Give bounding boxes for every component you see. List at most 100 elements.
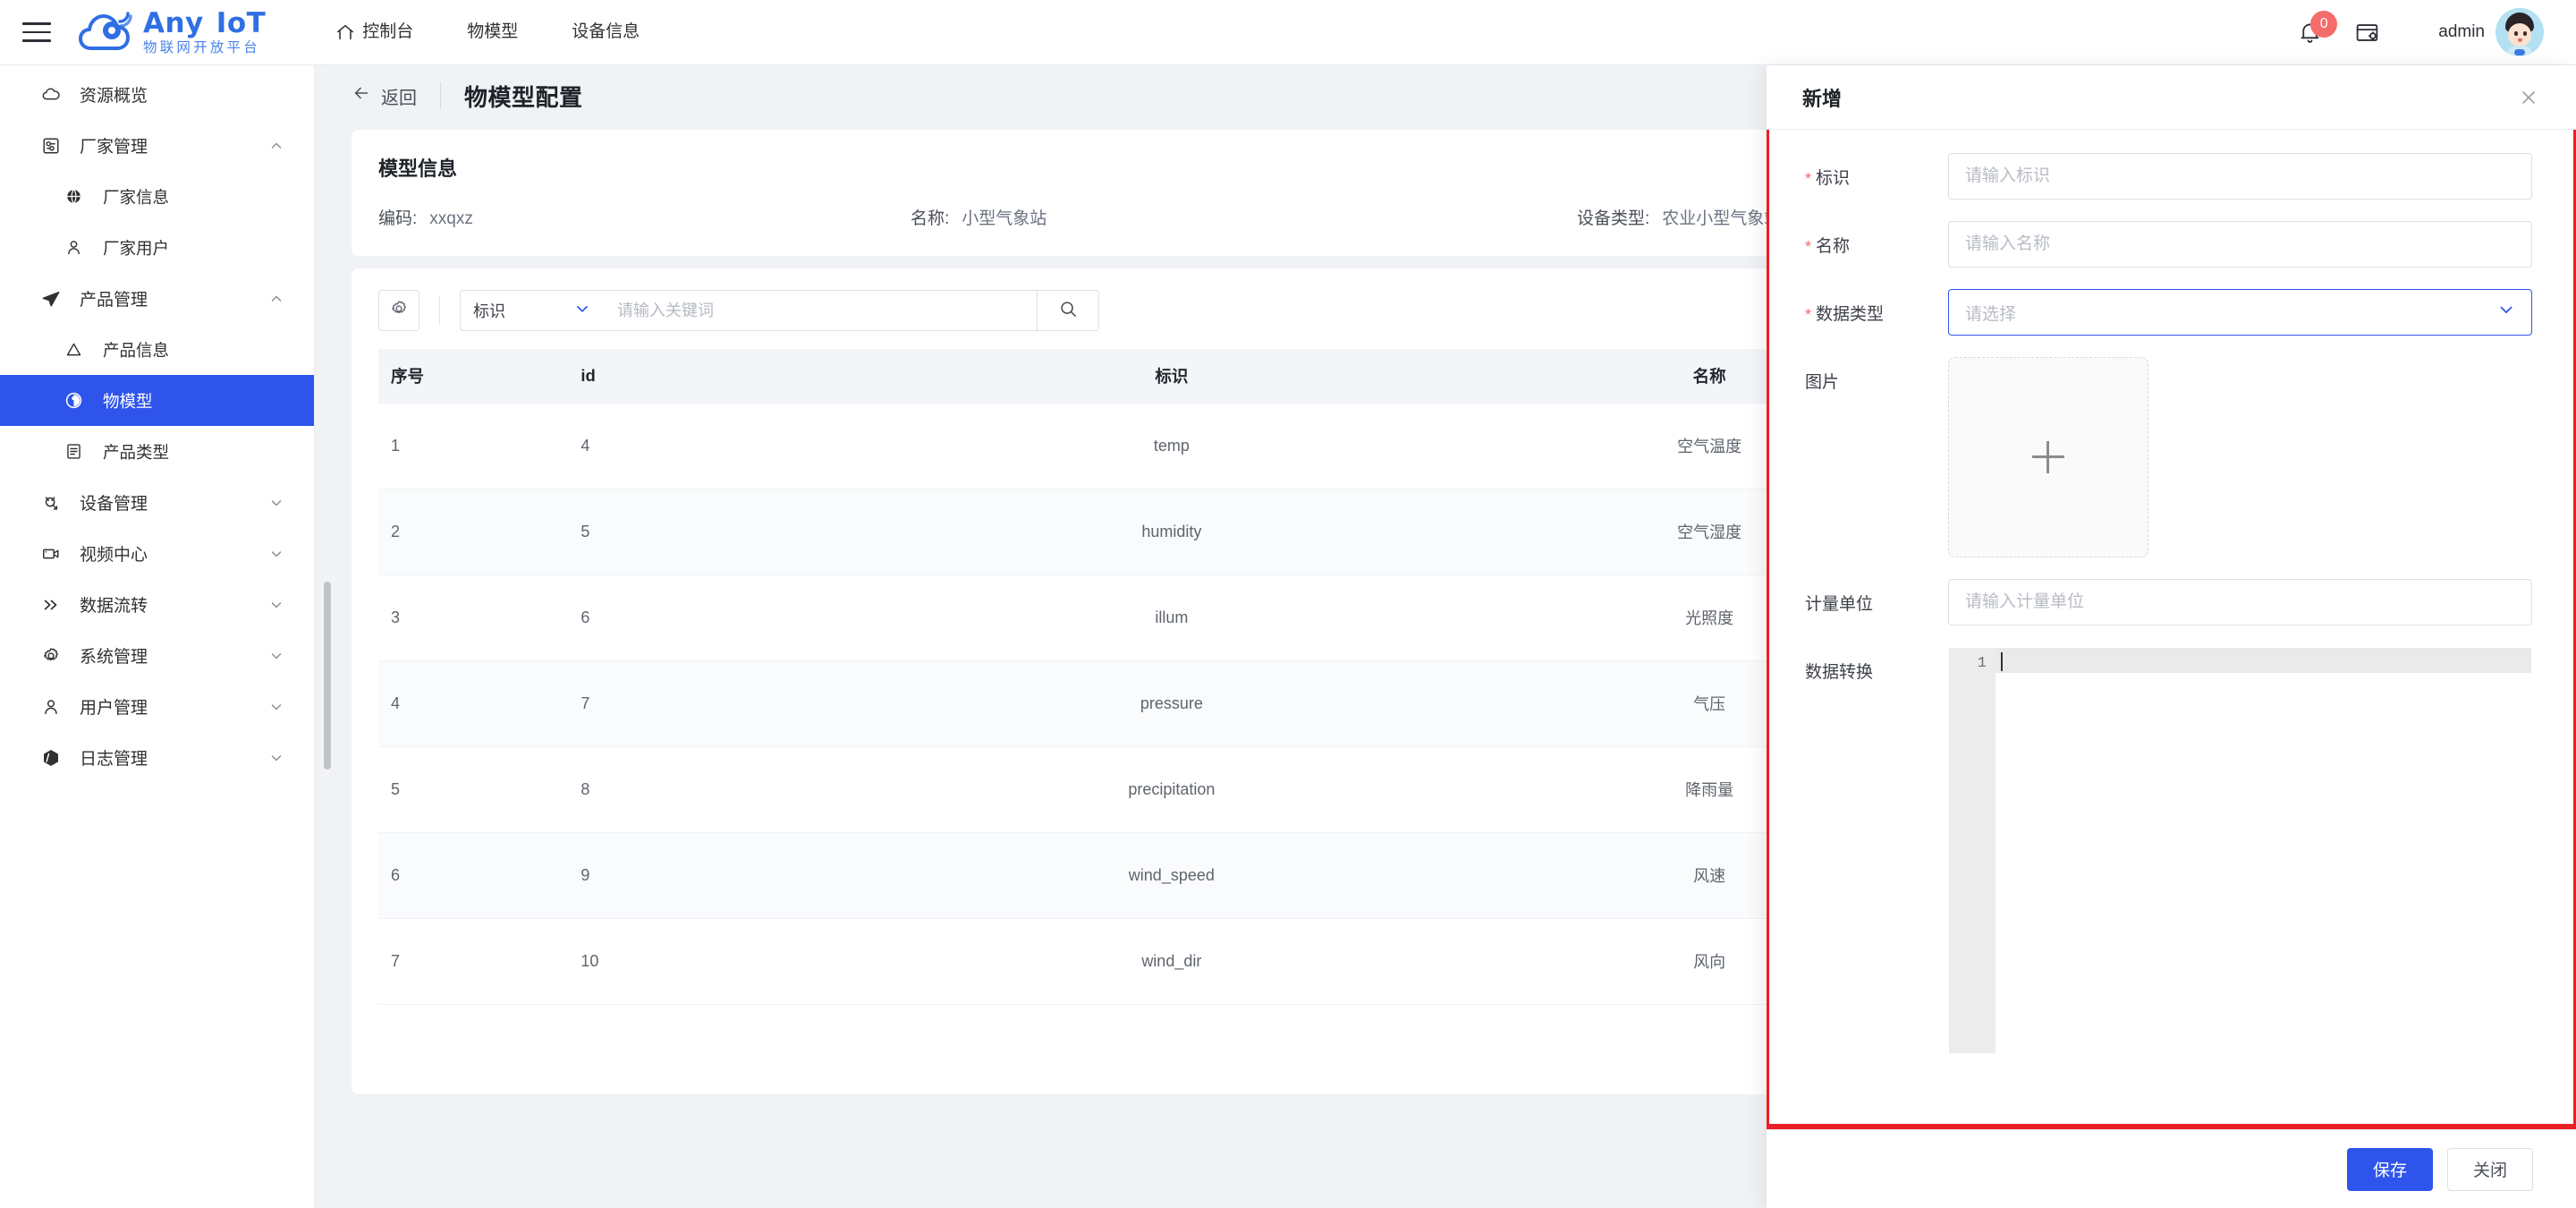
sidebar-item-log-mgmt[interactable]: 日志管理 [0,732,314,783]
form-control-unit [1948,579,2532,625]
unit-input[interactable] [1948,579,2532,625]
hamburger-line [22,22,51,25]
code-active-line [1996,648,2531,673]
name-input[interactable] [1948,221,2532,268]
sidebar-item-label: 产品类型 [103,442,170,462]
avatar [2496,8,2544,56]
identifier-input[interactable] [1948,153,2532,200]
top-right-actions: 0 admin [2281,4,2576,61]
sidebar-item-product-mgmt[interactable]: 产品管理 [0,273,314,324]
column-header-seq[interactable]: 序号 [378,349,540,404]
hamburger-line [22,39,51,42]
sidebar-item-system-mgmt[interactable]: 系统管理 [0,630,314,681]
sidebar-item-factory-mgmt[interactable]: 厂家管理 [0,120,314,171]
sidebar-item-product-info[interactable]: 产品信息 [0,324,314,375]
hamburger-line [22,30,51,34]
chevron-up-icon[interactable] [269,139,284,153]
sidebar-item-factory-user[interactable]: 厂家用户 [0,222,314,273]
sidebar-item-data-forward[interactable]: 数据流转 [0,579,314,630]
code-line-number: 1 [1977,655,1987,672]
device-icon [41,493,68,513]
globe-icon [64,187,91,206]
cell-id: 4 [539,403,890,489]
chevron-down-icon[interactable] [269,598,284,612]
close-button[interactable]: 关闭 [2447,1147,2533,1191]
required-marker: * [1805,237,1812,256]
main-scrollbar-thumb[interactable] [324,582,331,770]
form-row-identifier: * 标识 [1805,153,2532,200]
required-marker: * [1805,305,1812,324]
chevron-down-icon[interactable] [269,547,284,561]
code-text-area[interactable] [1996,648,2531,1053]
info-value: 小型气象站 [962,209,1047,228]
plus-icon [2032,441,2064,473]
sidebar-item-user-mgmt[interactable]: 用户管理 [0,681,314,732]
sidebar-item-label: 系统管理 [80,648,148,667]
settings-panel-button[interactable] [2338,4,2395,61]
notifications-button[interactable]: 0 [2281,4,2338,61]
datatype-select-value: 请选择 [1965,304,2017,324]
menu-toggle-icon[interactable] [16,16,57,48]
form-control-datatype: 请选择 [1948,289,2532,336]
data-transform-code-editor[interactable]: 1 [1948,647,2532,1054]
column-header-key[interactable]: 标识 [889,349,1454,404]
page-title: 物模型配置 [464,83,583,111]
search-input[interactable] [603,290,1037,331]
topnav-item-thing-model[interactable]: 物模型 [440,0,545,64]
topnav-item-console[interactable]: 控制台 [309,0,440,64]
info-key: 名称: [911,209,950,228]
close-icon[interactable] [2513,82,2544,113]
chevron-down-icon[interactable] [269,496,284,510]
chevron-down-icon[interactable] [269,700,284,714]
search-field-value: 标识 [473,302,505,320]
top-header: Any IoT 物联网开放平台 控制台 物模型 设备信息 0 [0,0,2576,65]
back-label: 返回 [381,88,417,108]
sidebar-item-product-type[interactable]: 产品类型 [0,426,314,477]
drawer-footer: 保存 关闭 [1767,1129,2576,1208]
sidebar-item-label: 物模型 [103,391,153,411]
sidebar-item-factory-info[interactable]: 厂家信息 [0,171,314,222]
chevron-down-icon[interactable] [269,751,284,765]
search-field-select[interactable]: 标识 [460,290,603,331]
code-gutter: 1 [1949,648,1996,1053]
sidebar: 资源概览 厂家管理 厂家信息 [0,65,315,1208]
chevrons-right-icon [41,595,68,615]
sidebar-item-label: 厂家信息 [103,187,170,207]
sidebar-item-resource-overview[interactable]: 资源概览 [0,69,314,120]
image-upload-button[interactable] [1948,357,2148,557]
drawer-title: 新增 [1802,87,1843,110]
sidebar-item-video-center[interactable]: 视频中心 [0,528,314,579]
user-menu[interactable]: admin [2438,8,2544,56]
search-button[interactable] [1037,290,1099,331]
back-button[interactable]: 返回 [352,83,417,109]
factory-icon [41,136,68,156]
form-control-name [1948,221,2532,268]
chevron-up-icon[interactable] [269,292,284,306]
save-button[interactable]: 保存 [2347,1147,2433,1191]
sidebar-item-device-mgmt[interactable]: 设备管理 [0,477,314,528]
cell-id: 5 [539,489,890,575]
sidebar-item-label: 数据流转 [80,597,148,616]
sidebar-item-label: 厂家用户 [103,238,170,258]
datatype-select[interactable]: 请选择 [1948,289,2532,336]
sidebar-item-thing-model[interactable]: 物模型 [0,375,314,426]
cell-key: temp [889,403,1454,489]
info-field-device-type: 设备类型: 农业小型气象站 [1577,205,1781,229]
form-label-identifier: * 标识 [1805,169,1851,188]
chevron-down-icon[interactable] [269,649,284,663]
cell-key: illum [889,574,1454,661]
topnav-item-device-info[interactable]: 设备信息 [545,0,666,64]
home-icon [335,22,355,42]
info-value: xxqxz [429,209,473,228]
column-header-id[interactable]: id [539,349,890,404]
sidebar-item-label: 产品管理 [80,291,148,310]
form-control-image [1948,357,2532,557]
topnav-label: 设备信息 [572,22,640,41]
form-control-identifier [1948,153,2532,200]
brand-logo[interactable]: Any IoT 物联网开放平台 [79,9,266,55]
gear-icon [389,299,409,323]
cell-key: precipitation [889,746,1454,833]
info-value: 农业小型气象站 [1662,209,1782,228]
info-key: 设备类型: [1577,209,1650,228]
column-settings-button[interactable] [378,290,419,331]
